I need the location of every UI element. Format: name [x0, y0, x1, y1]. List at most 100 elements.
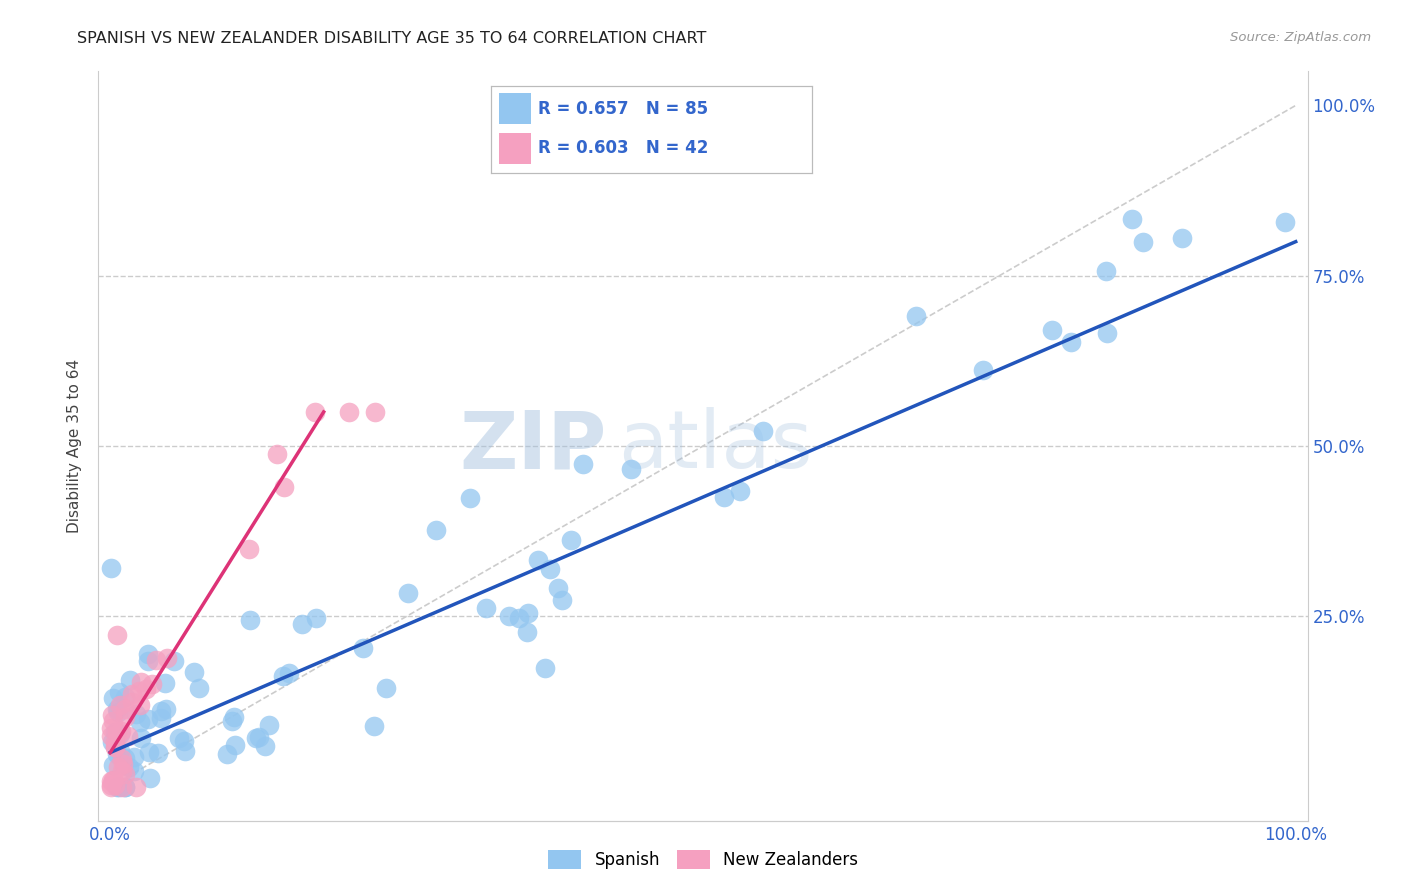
Spanish: [460, 491, 482, 505]
New Zealanders: [121, 687, 143, 701]
New Zealanders: [145, 653, 167, 667]
Spanish: [1060, 334, 1083, 349]
Spanish: [129, 731, 152, 745]
Spanish: [620, 462, 643, 476]
Spanish: [114, 780, 136, 794]
New Zealanders: [273, 480, 295, 494]
New Zealanders: [104, 735, 127, 749]
Spanish: [108, 727, 131, 741]
Spanish: [516, 607, 538, 621]
Spanish: [224, 739, 246, 753]
New Zealanders: [105, 627, 128, 641]
New Zealanders: [104, 739, 127, 754]
New Zealanders: [304, 405, 326, 419]
Spanish: [173, 734, 195, 748]
Spanish: [1121, 211, 1143, 226]
Spanish: [136, 712, 159, 726]
Spanish: [1274, 215, 1296, 229]
New Zealanders: [131, 675, 153, 690]
Spanish: [114, 690, 136, 704]
New Zealanders: [111, 752, 134, 766]
Spanish: [122, 764, 145, 778]
Spanish: [752, 424, 775, 438]
New Zealanders: [100, 780, 122, 794]
New Zealanders: [110, 723, 132, 738]
Spanish: [245, 731, 267, 745]
New Zealanders: [107, 760, 129, 774]
New Zealanders: [100, 729, 122, 743]
Legend: Spanish, New Zealanders: Spanish, New Zealanders: [541, 844, 865, 876]
Spanish: [118, 673, 141, 687]
New Zealanders: [128, 684, 150, 698]
New Zealanders: [111, 764, 134, 778]
New Zealanders: [337, 405, 360, 419]
Spanish: [136, 654, 159, 668]
New Zealanders: [100, 774, 122, 789]
New Zealanders: [112, 756, 135, 771]
Spanish: [1171, 231, 1194, 245]
Spanish: [221, 714, 243, 728]
Spanish: [101, 735, 124, 749]
Spanish: [107, 780, 129, 794]
Spanish: [107, 685, 129, 699]
Spanish: [730, 484, 752, 499]
New Zealanders: [100, 778, 122, 792]
Spanish: [118, 760, 141, 774]
New Zealanders: [103, 773, 125, 788]
Spanish: [475, 600, 498, 615]
Spanish: [713, 490, 735, 504]
Spanish: [551, 593, 574, 607]
New Zealanders: [103, 714, 125, 728]
Spanish: [124, 750, 146, 764]
New Zealanders: [104, 778, 127, 792]
Spanish: [363, 718, 385, 732]
Spanish: [374, 681, 396, 695]
Spanish: [153, 675, 176, 690]
Spanish: [533, 661, 555, 675]
Spanish: [425, 523, 447, 537]
Spanish: [100, 561, 122, 575]
Spanish: [105, 702, 128, 716]
Spanish: [108, 744, 131, 758]
Spanish: [138, 771, 160, 785]
New Zealanders: [114, 710, 136, 724]
Spanish: [305, 611, 328, 625]
Spanish: [1042, 323, 1064, 337]
New Zealanders: [104, 740, 127, 755]
Spanish: [498, 608, 520, 623]
Spanish: [114, 780, 136, 794]
Spanish: [508, 611, 530, 625]
Spanish: [277, 666, 299, 681]
Spanish: [222, 710, 245, 724]
Text: SPANISH VS NEW ZEALANDER DISABILITY AGE 35 TO 64 CORRELATION CHART: SPANISH VS NEW ZEALANDER DISABILITY AGE …: [77, 31, 707, 46]
Text: ZIP: ZIP: [458, 407, 606, 485]
Spanish: [146, 746, 169, 760]
New Zealanders: [156, 651, 179, 665]
Spanish: [188, 681, 211, 695]
Spanish: [1095, 264, 1118, 278]
Spanish: [560, 533, 582, 548]
Spanish: [103, 724, 125, 739]
New Zealanders: [101, 708, 124, 723]
Spanish: [101, 758, 124, 772]
New Zealanders: [107, 725, 129, 739]
Spanish: [538, 562, 561, 576]
Spanish: [905, 309, 928, 323]
Spanish: [239, 614, 262, 628]
Spanish: [271, 669, 294, 683]
Spanish: [105, 747, 128, 761]
Spanish: [167, 731, 190, 745]
New Zealanders: [266, 447, 288, 461]
New Zealanders: [135, 681, 157, 696]
Spanish: [247, 730, 270, 744]
New Zealanders: [141, 676, 163, 690]
New Zealanders: [121, 695, 143, 709]
Spanish: [516, 625, 538, 640]
Spanish: [138, 745, 160, 759]
Spanish: [1095, 326, 1118, 340]
Text: Source: ZipAtlas.com: Source: ZipAtlas.com: [1230, 31, 1371, 45]
New Zealanders: [100, 721, 122, 735]
Spanish: [129, 714, 152, 729]
New Zealanders: [364, 405, 387, 419]
New Zealanders: [238, 542, 260, 557]
